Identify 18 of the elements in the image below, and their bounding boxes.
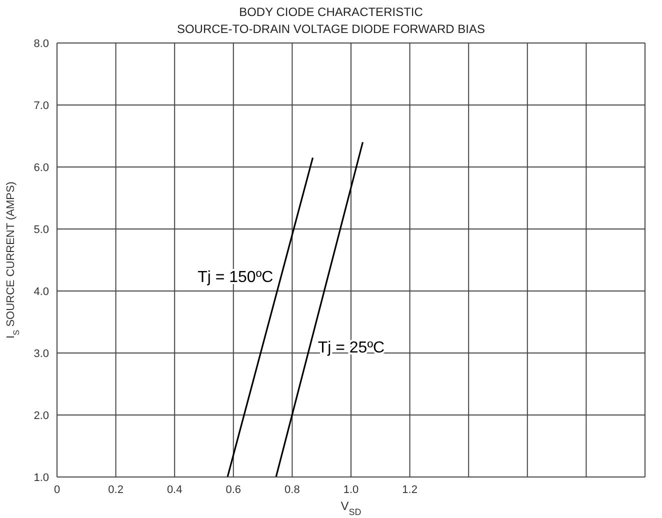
x-tick-label: 1.2 <box>402 484 418 496</box>
chart-title: BODY CIODE CHARACTERISTIC <box>238 5 424 19</box>
x-tick-label: 0.8 <box>284 484 300 496</box>
y-tick-label: 6.0 <box>34 162 49 174</box>
y-tick-label: 8.0 <box>34 38 49 50</box>
y-tick-label: 1.0 <box>34 472 49 484</box>
y-tick-label: 5.0 <box>34 224 49 236</box>
x-tick-label: 1.0 <box>343 484 359 496</box>
y-tick-label: 7.0 <box>34 100 49 112</box>
x-axis-title: V$_{SD}$ <box>340 499 362 517</box>
x-tick-label: 0.2 <box>108 484 124 496</box>
chart-subtitle: SOURCE-TO-DRAIN VOLTAGE DIODE FORWARD BIAS <box>176 22 486 36</box>
x-tick-label: 0.4 <box>166 484 182 496</box>
x-tick-label: 0.6 <box>226 484 242 496</box>
y-tick-label: 2.0 <box>34 410 49 422</box>
y-tick-label: 4.0 <box>34 286 49 298</box>
y-tick-label: 3.0 <box>34 348 49 360</box>
x-tick-label: 0 <box>54 484 60 496</box>
